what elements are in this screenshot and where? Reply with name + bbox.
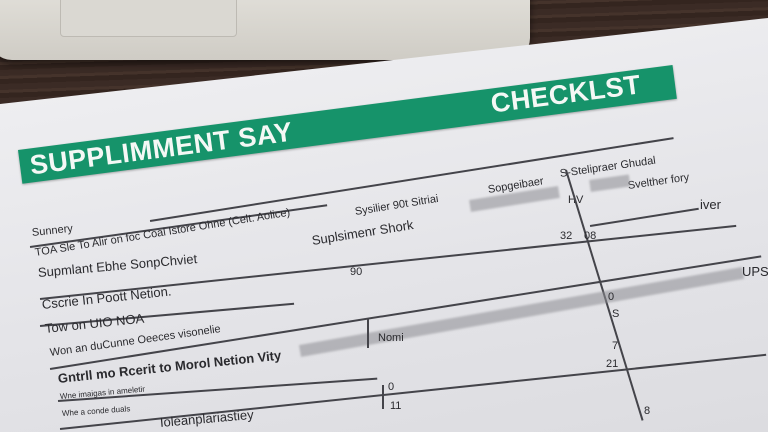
laptop-trackpad — [60, 0, 237, 37]
cell-value: 8 — [644, 405, 651, 417]
cell-value: 11 — [390, 400, 402, 412]
laptop — [0, 0, 530, 60]
cell-value: 08 — [584, 230, 597, 242]
cell-value: 90 — [350, 266, 363, 278]
header-right: iver — [700, 197, 721, 212]
cell-divider — [367, 318, 369, 348]
cell-value: 7 — [612, 340, 619, 352]
cell-value: Nomi — [378, 332, 404, 344]
cell-value: S — [612, 308, 620, 320]
cell-divider — [382, 385, 384, 409]
cell-value: 21 — [606, 358, 619, 370]
cell-value: 0 — [608, 291, 615, 303]
cell-value: 32 — [560, 230, 573, 242]
cell-value: UPS — [742, 264, 768, 279]
cell-value: 0 — [388, 381, 395, 393]
